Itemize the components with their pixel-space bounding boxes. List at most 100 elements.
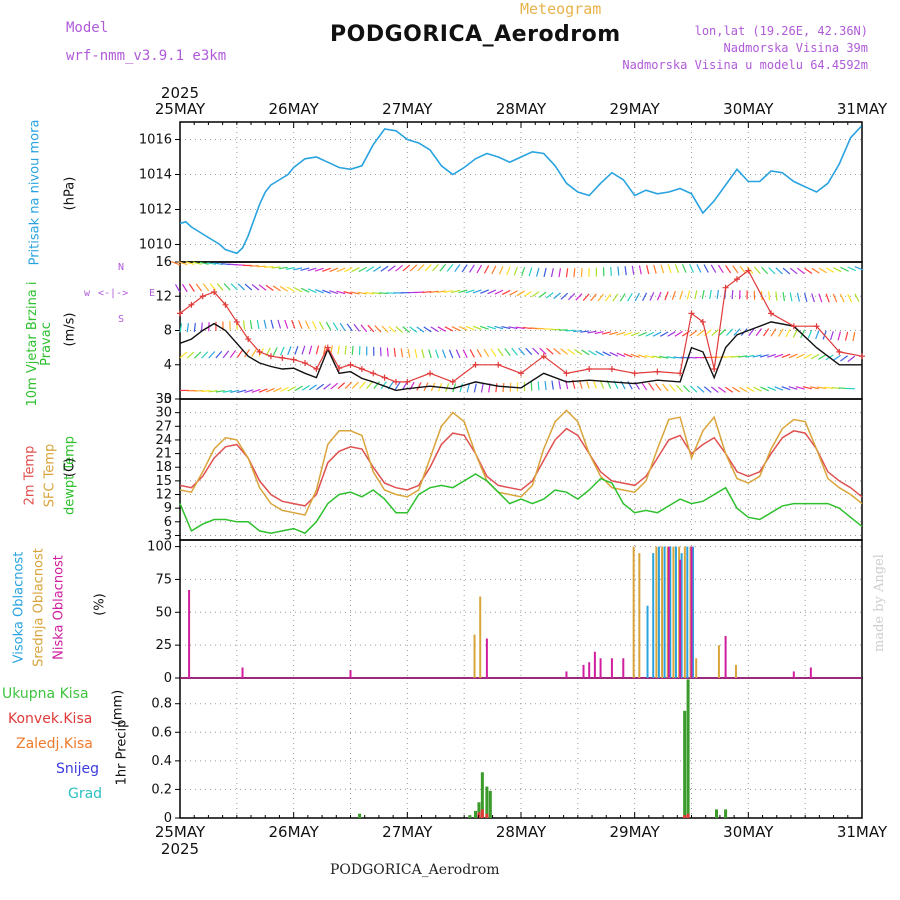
wind-gust-marker <box>540 353 547 360</box>
wind-arrow <box>768 267 776 275</box>
wind-arrow <box>307 288 317 294</box>
wind-arrow <box>738 355 748 358</box>
wind-arrow <box>351 345 354 355</box>
wind-arrow <box>748 328 755 336</box>
wind-gust-marker <box>586 366 593 373</box>
wind-arrow <box>277 319 282 329</box>
wind-arrow <box>417 264 425 272</box>
wind-arrow <box>480 289 489 294</box>
wind-arrow <box>344 381 353 389</box>
wind-arrow <box>202 283 210 292</box>
wind-arrow <box>718 328 727 336</box>
wind-dir-w: w <box>84 288 91 299</box>
wind-arrow <box>256 319 260 329</box>
wind-arrow <box>201 351 209 359</box>
bottom-date-label: 31MAY <box>837 823 888 841</box>
wind-arrow <box>501 325 511 330</box>
wind-arrow <box>582 293 590 301</box>
wind-arrow <box>809 386 820 390</box>
bottom-date-label: 25MAY <box>155 823 206 841</box>
wind-arrow <box>659 355 669 359</box>
wind-arrow <box>244 389 254 393</box>
wind-arrow <box>337 345 340 355</box>
top-date-label: 29MAY <box>610 100 661 118</box>
model-elevation-label: Nadmorska Visina u modelu 64.4592m <box>622 58 868 72</box>
wind-arrow <box>752 354 762 358</box>
y-tick-label: 33 <box>155 392 172 407</box>
wind-arrow <box>436 290 446 294</box>
wind-arrow <box>502 382 505 393</box>
wind-arrow <box>308 384 318 391</box>
wind-arrow <box>847 266 857 272</box>
wind-arrow <box>789 292 793 302</box>
wind-gust-marker <box>392 378 399 385</box>
wind-arrow <box>372 292 382 295</box>
y-tick-label: 100 <box>147 540 172 555</box>
wind-arrow <box>732 265 739 274</box>
wind-arrow <box>325 321 332 331</box>
wind-arrow <box>774 353 784 358</box>
wind-arrow <box>847 293 853 303</box>
wind-arrow <box>825 293 830 303</box>
y-tick-label: 6 <box>164 515 172 530</box>
wind-arrow <box>711 329 719 337</box>
wind-arrow <box>242 320 246 330</box>
wind-arrow <box>616 352 626 358</box>
wind-arrow <box>550 268 554 278</box>
wind-arrow <box>585 379 590 389</box>
wind-gust-marker <box>813 323 820 330</box>
wind-arrow <box>840 266 849 272</box>
wind-arrow <box>494 325 504 330</box>
wind-arrow <box>271 266 281 269</box>
wind-arrow <box>200 322 203 332</box>
wind-arrow <box>506 266 511 276</box>
wind-arrow <box>817 386 827 390</box>
wind-arrow <box>495 383 498 393</box>
top-date-label: 31MAY <box>837 100 888 118</box>
wind-gust-marker <box>768 310 775 317</box>
wind-arrow <box>673 356 683 359</box>
top-date-label: 27MAY <box>382 100 433 118</box>
wind-arrow <box>209 283 217 291</box>
dewpt-line <box>179 473 863 535</box>
wind-arrow <box>395 264 403 272</box>
y-tick-label: 1014 <box>139 168 172 183</box>
wind-arrow <box>551 380 554 390</box>
y-tick-label: 3 <box>164 528 172 543</box>
y-tick-label: 4 <box>164 358 172 373</box>
wind-arrow <box>437 326 446 332</box>
wind-arrow <box>301 345 306 355</box>
wind-arrow <box>461 264 468 273</box>
wind-arrow <box>818 354 827 360</box>
wind-arrow <box>222 350 230 359</box>
wind-arrow <box>511 347 518 356</box>
wind-dir-e: E <box>149 288 156 299</box>
wind-arrow <box>710 386 719 393</box>
wind-arrow <box>374 325 382 333</box>
wind-arrow <box>580 330 590 333</box>
wind-arrow <box>171 261 181 266</box>
wind-arrow <box>610 266 612 276</box>
wind-gust-marker <box>188 301 195 308</box>
wind-arrow <box>521 267 526 276</box>
wind-arrow <box>696 329 705 337</box>
y-tick-label: 30 <box>155 406 172 421</box>
wind-arrow <box>567 348 576 355</box>
wind-arrow <box>753 386 762 392</box>
wind-arrow <box>298 320 303 329</box>
wind-arrow <box>193 322 196 332</box>
top-date-label: 28MAY <box>496 100 547 118</box>
wind-arrow <box>490 348 497 357</box>
wind-arrow <box>179 323 183 333</box>
wind-arrow <box>829 331 834 341</box>
wind-arrow <box>733 328 741 336</box>
wind-arrow <box>656 291 662 301</box>
wind-arrow <box>768 291 771 301</box>
wind-gust-marker <box>199 293 206 300</box>
wind-arrow <box>653 264 657 274</box>
wind-arrow <box>357 291 367 295</box>
wind-arrow <box>730 355 741 358</box>
station-title: PODGORICA_Aerodrom <box>330 22 621 47</box>
wind-arrow <box>637 354 647 359</box>
wind-arrow <box>739 386 748 393</box>
